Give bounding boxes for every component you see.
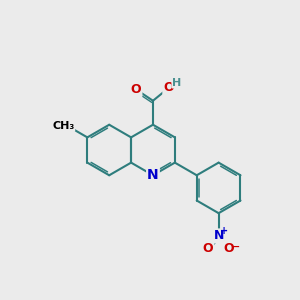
Text: O: O [203, 242, 213, 255]
Text: H: H [172, 78, 182, 88]
Text: O: O [163, 81, 174, 94]
Text: −: − [231, 242, 240, 252]
Text: N: N [213, 230, 224, 242]
Text: N: N [147, 168, 159, 182]
Text: O: O [224, 242, 235, 255]
Text: O: O [131, 83, 142, 96]
Text: +: + [220, 226, 228, 236]
Text: CH₃: CH₃ [52, 121, 74, 131]
